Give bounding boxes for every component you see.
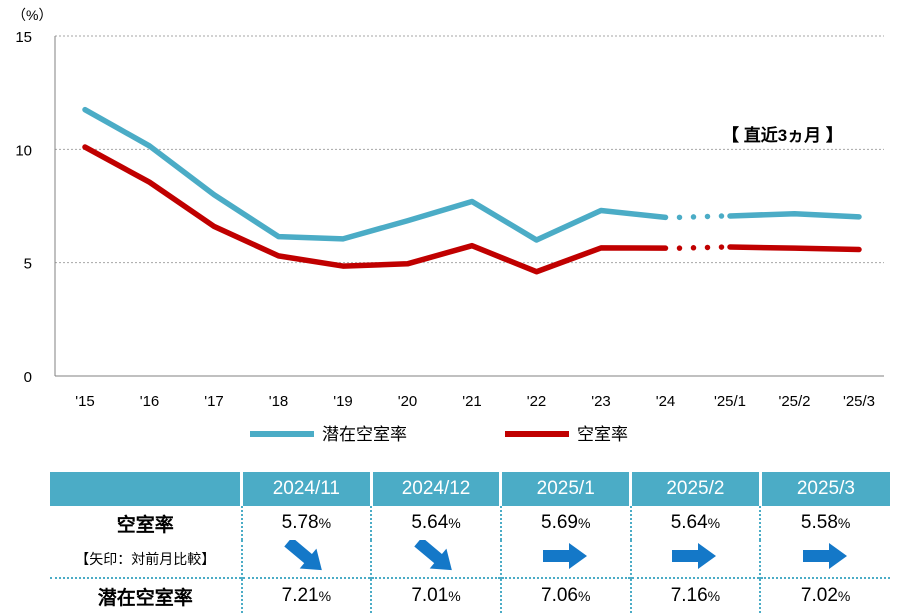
percent-sign: % [448,515,461,531]
arrow-right-icon [542,543,587,569]
latent-cell: 7.06% [499,577,631,613]
arrow-cell [240,540,372,578]
y-axis-ticks: 0 5 10 15 [15,29,32,386]
percent-sign: % [837,515,851,531]
y-tick-label: 10 [15,142,32,159]
series-gap-dots [676,244,727,251]
x-tick-label: '25/1 [714,393,746,410]
vacancy-cell: 5.78% [240,506,372,540]
col-header: 2025/1 [499,472,631,506]
latent-cell: 7.16% [629,577,761,613]
percent-sign: % [318,588,332,604]
recent-3-months-annotation: 【 直近3ヵ月 】 [722,125,843,145]
vacancy-cell: 5.64% [629,506,761,540]
x-tick-label: '18 [269,393,289,410]
series-gap-dots [676,213,727,221]
legend-label: 潜在空室率 [322,425,407,444]
x-tick-label: '24 [656,393,676,410]
arrow-row: 【矢印：対前月比較】 [50,540,890,578]
monthly-table: 2024/11 2024/12 2025/1 2025/2 2025/3 空室率… [50,472,890,613]
series-line [727,244,862,253]
vacancy-value: 5.64 [411,512,449,533]
legend-label: 空室率 [577,425,628,444]
percent-sign: % [577,588,591,604]
arrow-cell [629,540,761,578]
latent-value: 7.21 [281,585,319,606]
arrow-cell [759,540,890,578]
arrow-cell [370,540,501,578]
latent-vacancy-row: 潜在空室率 7.21% 7.01% 7.06% 7.16% 7.02% [50,577,890,613]
vacancy-value: 5.64 [670,512,708,533]
vacancy-cell: 5.69% [499,506,631,540]
latent-value: 7.01 [411,585,449,606]
arrow-label: 【矢印：対前月比較】 [75,550,216,567]
x-tick-label: '21 [462,393,482,410]
x-tick-label: '17 [204,393,224,410]
percent-sign: % [707,588,721,604]
vacancy-row: 空室率 5.78% 5.64% 5.69% 5.64% 5.58% [50,506,890,540]
y-tick-label: 15 [15,29,32,46]
x-tick-label: '22 [527,393,547,410]
series-line [82,144,669,275]
arrow-right-icon [672,543,717,569]
percent-sign: % [577,515,591,531]
table-header-row: 2024/11 2024/12 2025/1 2025/2 2025/3 [50,472,890,506]
x-tick-label: '25/3 [843,393,875,410]
x-tick-label: '15 [75,393,95,410]
x-tick-label: '25/2 [778,393,810,410]
vacancy-label: 空室率 [116,514,174,536]
table-corner [50,472,242,506]
y-tick-label: 5 [24,256,32,273]
series-lines [82,106,862,275]
latent-cell: 7.02% [759,577,890,613]
latent-value: 7.16 [670,585,708,606]
latent-value: 7.06 [541,585,578,606]
vacancy-value: 5.58 [800,512,838,533]
vacancy-value: 5.78 [281,512,319,533]
latent-cell: 7.21% [240,577,372,613]
percent-sign: % [707,515,721,531]
x-tick-label: '20 [398,393,418,410]
legend: 潜在空室率 空室率 [250,425,628,444]
latent-value: 7.02 [800,585,838,606]
arrow-right-icon [802,543,847,569]
gridlines [54,35,884,377]
percent-sign: % [448,588,461,604]
latent-vacancy-label: 潜在空室率 [50,577,242,613]
col-header: 2025/2 [629,472,761,506]
percent-sign: % [837,588,851,604]
col-header: 2024/12 [369,472,501,506]
y-unit-label: （%） [12,7,52,23]
percent-sign: % [318,515,332,531]
col-header: 2024/11 [240,472,372,506]
x-axis-ticks: '15 '16 '17 '18 '19 '20 '21 '22 '23 '24 '25/1 '25/2… [75,393,875,410]
arrow-down-right-icon [414,540,452,571]
vacancy-value: 5.69 [541,512,578,533]
series-line [727,210,862,220]
latent-cell: 7.01% [370,577,501,613]
y-tick-label: 0 [24,369,32,386]
line-chart: （%） 0 5 10 15 '15 '16 '17 '18 '19 '20 '21 '22 '23 '2… [12,7,884,444]
vacancy-cell: 5.64% [370,506,501,540]
x-tick-label: '23 [591,393,611,410]
x-tick-label: '19 [333,393,353,410]
arrow-down-right-icon [284,540,323,571]
x-tick-label: '16 [140,393,160,410]
col-header: 2025/3 [758,472,890,506]
vacancy-cell: 5.58% [759,506,890,540]
arrow-cell [499,540,631,578]
series-line [82,106,669,243]
